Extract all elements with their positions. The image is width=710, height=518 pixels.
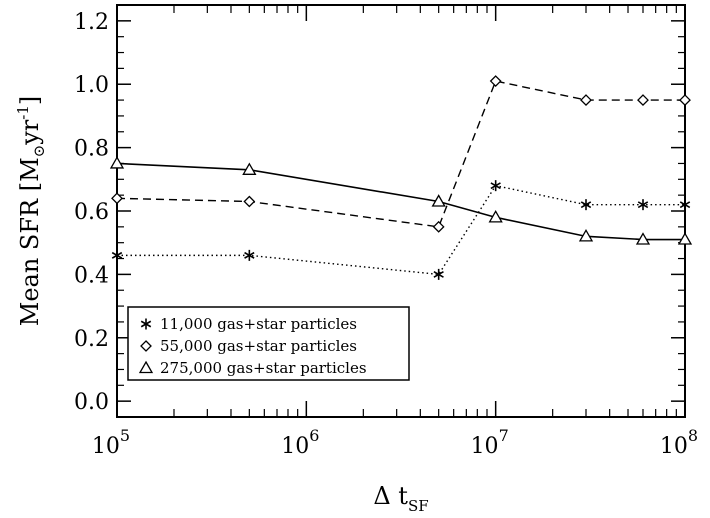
triangle-marker <box>242 162 257 175</box>
asterisk-marker <box>637 199 649 211</box>
x-tick-base: 10 <box>471 434 499 459</box>
diamond-marker <box>637 94 649 106</box>
asterisk-marker <box>111 249 123 261</box>
y-axis-title: Mean SFR [M⊙yr-1] <box>14 96 48 327</box>
asterisk-marker <box>140 318 152 330</box>
triangle-marker <box>578 229 594 242</box>
ylabel-sun-symbol: ⊙ <box>30 145 48 158</box>
diamond-marker <box>679 94 691 106</box>
x-tick-base: 10 <box>92 434 120 459</box>
diamond-marker <box>140 340 152 352</box>
triangle-marker <box>488 210 503 223</box>
series-line <box>117 184 685 276</box>
y-tick-label: 1.0 <box>74 73 109 98</box>
asterisk-stroke <box>490 182 501 190</box>
series-line <box>116 80 685 228</box>
y-tick-label: 0.8 <box>74 137 109 162</box>
y-tick-label: 1.2 <box>74 10 109 35</box>
ylabel-main: Mean SFR [M <box>16 157 44 326</box>
series-line <box>116 162 685 241</box>
ylabel-exponent: -1 <box>14 105 32 120</box>
series-asterisk <box>111 180 691 280</box>
y-tick-label: 0.6 <box>74 200 109 225</box>
x-tick-label: 105 <box>92 426 130 459</box>
diamond-marker <box>489 75 502 87</box>
svg-text:Mean SFR [M⊙yr-1]: Mean SFR [M⊙yr-1] <box>14 96 48 327</box>
asterisk-marker <box>679 199 691 211</box>
legend-box <box>127 306 410 381</box>
triangle-marker <box>431 194 446 207</box>
diamond-marker <box>243 195 256 208</box>
triangle-marker <box>109 156 125 169</box>
x-axis-title: Δ tSF <box>373 482 428 515</box>
ylabel-end: ] <box>16 96 44 105</box>
diamond-marker <box>580 94 592 106</box>
legend: 11,000 gas+star particles 55,000 gas+star… <box>127 306 410 381</box>
xlabel-subscript: SF <box>408 497 429 515</box>
y-tick-label: 0.0 <box>74 390 109 415</box>
legend-label: 11,000 gas+star particles <box>160 315 357 333</box>
ylabel-unit: yr <box>16 119 44 146</box>
asterisk-stroke <box>580 201 592 209</box>
triangle-marker <box>635 232 651 245</box>
x-tick-label: 108 <box>660 426 698 459</box>
x-tick-label: 107 <box>471 426 509 459</box>
asterisk-stroke <box>637 201 649 209</box>
series-triangle <box>109 156 693 245</box>
x-tick-exponent: 8 <box>688 426 698 445</box>
x-tick-exponent: 5 <box>120 426 130 445</box>
x-tick-label: 106 <box>281 426 319 459</box>
x-tick-base: 10 <box>281 434 309 459</box>
x-tick-base: 10 <box>660 434 688 459</box>
diamond-marker <box>111 192 123 205</box>
diamond-marker <box>432 220 445 233</box>
triangle-marker <box>677 232 693 245</box>
triangle-marker <box>138 360 154 374</box>
legend-label: 55,000 gas+star particles <box>160 337 357 355</box>
y-tick-label: 0.4 <box>74 263 109 288</box>
asterisk-stroke <box>679 201 691 209</box>
y-tick-label: 0.2 <box>74 327 109 352</box>
series-layer <box>109 75 693 280</box>
asterisk-stroke <box>140 320 152 328</box>
series-diamond <box>111 75 691 233</box>
xlabel-main: Δ t <box>373 482 408 510</box>
asterisk-stroke <box>244 251 255 259</box>
x-tick-exponent: 7 <box>499 426 509 445</box>
asterisk-marker <box>244 249 255 261</box>
asterisk-marker <box>490 180 501 192</box>
legend-label: 275,000 gas+star particles <box>160 359 367 377</box>
x-tick-exponent: 6 <box>309 426 319 445</box>
asterisk-marker <box>580 199 592 211</box>
asterisk-stroke <box>111 251 123 259</box>
asterisk-marker <box>433 268 444 280</box>
asterisk-stroke <box>433 270 444 278</box>
